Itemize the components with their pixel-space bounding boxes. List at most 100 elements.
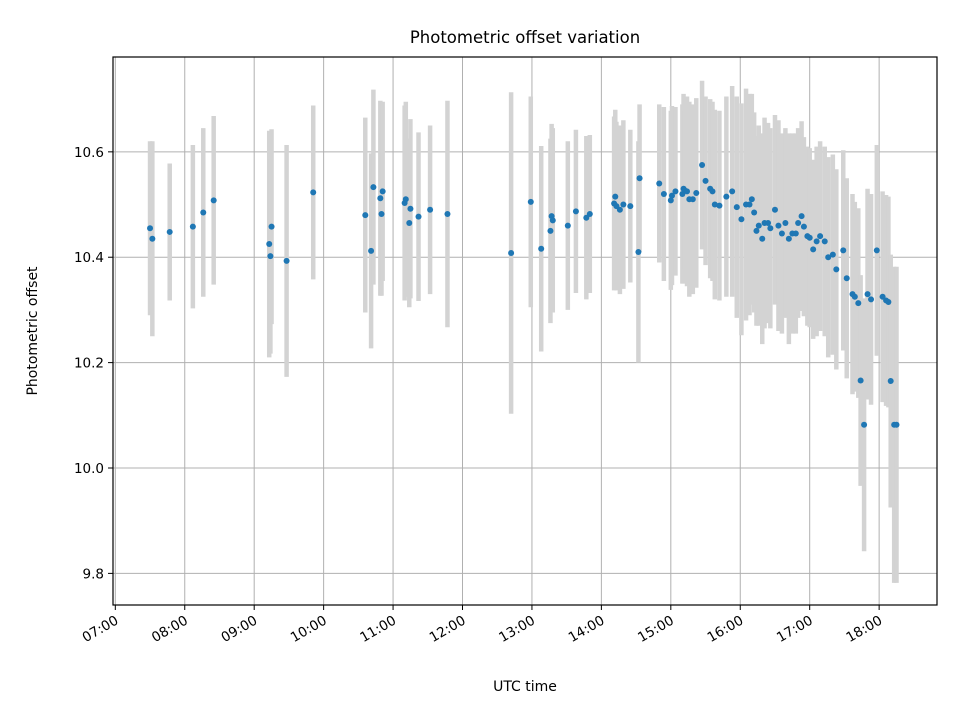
data-point (807, 235, 813, 241)
data-point (716, 203, 722, 209)
data-point (830, 252, 836, 258)
data-point (885, 299, 891, 305)
data-point (747, 202, 753, 208)
data-point (547, 228, 553, 234)
data-point (528, 199, 534, 205)
data-point (617, 207, 623, 213)
data-point (550, 217, 556, 223)
data-point (801, 224, 807, 230)
x-tick-label: 11:00 (357, 613, 399, 646)
data-point (407, 206, 413, 212)
data-point (200, 209, 206, 215)
x-tick-label: 09:00 (218, 613, 260, 646)
data-point (738, 216, 744, 222)
data-point (587, 211, 593, 217)
data-point (814, 238, 820, 244)
data-point (573, 208, 579, 214)
data-point (786, 236, 792, 242)
data-point (284, 258, 290, 264)
data-point (370, 184, 376, 190)
x-tick-label: 16:00 (705, 613, 747, 646)
data-point (833, 266, 839, 272)
data-point (403, 196, 409, 202)
data-point (267, 253, 273, 259)
x-tick-label: 07:00 (80, 613, 122, 646)
x-tick-label: 10:00 (288, 613, 330, 646)
y-tick-label: 10.6 (74, 145, 104, 161)
data-point (729, 188, 735, 194)
data-point (765, 220, 771, 226)
data-point (672, 188, 678, 194)
data-point (793, 231, 799, 237)
data-point (858, 378, 864, 384)
data-point (751, 209, 757, 215)
data-point (795, 220, 801, 226)
data-point (416, 214, 422, 220)
data-point (147, 225, 153, 231)
data-point (810, 246, 816, 252)
data-point (709, 188, 715, 194)
data-point (690, 196, 696, 202)
data-point (723, 194, 729, 200)
y-axis-ticks: 9.8 10.0 10.2 10.4 10.6 (74, 145, 113, 583)
y-tick-label: 10.2 (74, 356, 104, 372)
data-point (620, 202, 626, 208)
chart-title: Photometric offset variation (410, 28, 640, 47)
data-point (378, 211, 384, 217)
chart: 07:00 08:00 09:00 10:00 11:00 12:00 13:00 14:00… (0, 0, 960, 720)
data-point (661, 191, 667, 197)
data-point (767, 225, 773, 231)
data-point (759, 236, 765, 242)
data-point (565, 223, 571, 229)
x-tick-label: 14:00 (566, 613, 608, 646)
data-point (266, 241, 272, 247)
data-point (868, 296, 874, 302)
x-tick-label: 18:00 (843, 613, 885, 646)
data-point (167, 229, 173, 235)
data-point (888, 378, 894, 384)
data-point (190, 224, 196, 230)
data-point (852, 294, 858, 300)
data-point (377, 195, 383, 201)
data-point (779, 231, 785, 237)
x-tick-label: 13:00 (496, 613, 538, 646)
data-point (749, 196, 755, 202)
x-tick-label: 15:00 (635, 613, 677, 646)
data-point (508, 250, 514, 256)
data-point (380, 188, 386, 194)
data-point (865, 291, 871, 297)
data-point (368, 248, 374, 254)
data-point (840, 247, 846, 253)
data-point (627, 203, 633, 209)
data-point (637, 175, 643, 181)
x-tick-label: 08:00 (149, 613, 191, 646)
data-point (734, 204, 740, 210)
data-point (782, 220, 788, 226)
x-axis-label: UTC time (493, 679, 557, 695)
data-point (427, 207, 433, 213)
data-point (753, 228, 759, 234)
data-point (269, 224, 275, 230)
data-point (635, 249, 641, 255)
data-point (406, 220, 412, 226)
data-point (310, 189, 316, 195)
y-axis-label: Photometric offset (25, 266, 41, 396)
y-tick-label: 10.0 (74, 461, 104, 477)
data-point (149, 236, 155, 242)
data-point (855, 300, 861, 306)
data-point (874, 247, 880, 253)
data-point (756, 223, 762, 229)
data-point (362, 212, 368, 218)
data-point (444, 211, 450, 217)
data-point (699, 162, 705, 168)
data-point (893, 422, 899, 428)
data-point (703, 178, 709, 184)
data-point (844, 275, 850, 281)
y-tick-label: 9.8 (83, 566, 104, 582)
data-point (772, 207, 778, 213)
data-point (822, 238, 828, 244)
data-point (684, 188, 690, 194)
y-tick-label: 10.4 (74, 250, 104, 266)
x-tick-label: 12:00 (427, 613, 469, 646)
data-point (775, 223, 781, 229)
